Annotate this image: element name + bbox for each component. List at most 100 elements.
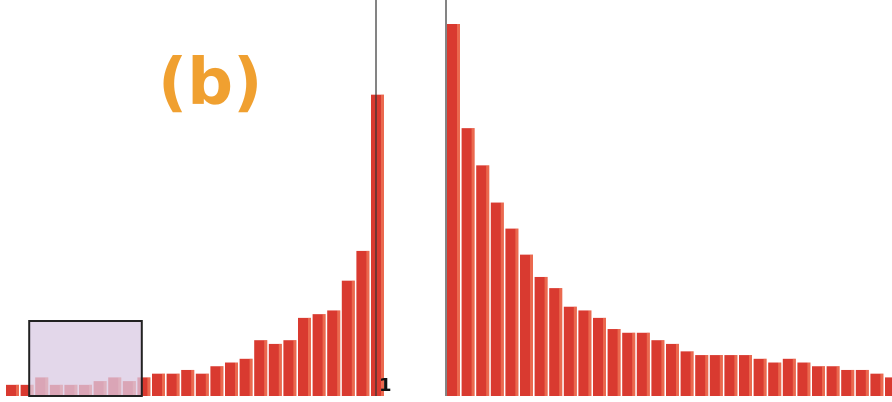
- bar-right-19-fill: [709, 355, 723, 396]
- bar-right-9-fill: [563, 306, 577, 396]
- bar-left-19: [268, 343, 282, 396]
- bar-left-18-fill: [254, 340, 268, 396]
- bar-right-18-shade: [705, 355, 709, 396]
- bar-left-23: [327, 310, 341, 396]
- bar-right-2: [461, 128, 475, 396]
- bar-left-1: [6, 384, 19, 396]
- bar-right-25-shade: [807, 362, 811, 396]
- bar-right-7-fill: [534, 276, 548, 396]
- bar-left-25-fill: [356, 250, 370, 396]
- bar-left-20-fill: [283, 340, 297, 396]
- bar-right-3-shade: [486, 165, 490, 396]
- bar-right-29-fill: [855, 369, 869, 396]
- bar-right-18-fill: [695, 355, 709, 396]
- bar-left-20-shade: [293, 340, 297, 396]
- bar-right-22-fill: [753, 358, 767, 396]
- bar-right-17: [680, 351, 694, 396]
- bar-right-10: [578, 310, 592, 396]
- bar-right-14-fill: [636, 332, 650, 396]
- bar-left-15-fill: [210, 366, 224, 396]
- bar-left-16: [225, 362, 238, 396]
- bar-right-27: [826, 366, 840, 396]
- bar-right-28-shade: [851, 369, 855, 396]
- bar-right-27-fill: [826, 366, 840, 396]
- bar-right-23-fill: [768, 362, 782, 396]
- bar-left-11-shade: [162, 373, 165, 396]
- bar-left-19-fill: [268, 343, 282, 396]
- bar-right-25: [797, 362, 811, 396]
- bar-left-22-fill: [312, 314, 326, 396]
- bar-left-22-shade: [322, 314, 326, 396]
- bar-left-19-shade: [278, 343, 282, 396]
- bar-right-29: [855, 369, 869, 396]
- bar-right-3-fill: [476, 165, 490, 396]
- bar-right-20: [724, 355, 738, 396]
- bar-right-12-shade: [617, 329, 621, 396]
- bar-right-27-shade: [836, 366, 840, 396]
- bar-right-12: [607, 329, 621, 396]
- panel-label: (b): [158, 46, 262, 120]
- bar-left-17: [239, 358, 253, 396]
- bar-left-12-shade: [176, 373, 180, 396]
- bar-left-24-shade: [351, 280, 355, 396]
- bar-left-26: [371, 94, 384, 397]
- bar-left-17-fill: [239, 358, 253, 396]
- bar-left-18: [254, 340, 268, 396]
- bar-left-13: [181, 369, 195, 396]
- bar-left-21-shade: [308, 317, 311, 396]
- bar-left-15-shade: [220, 366, 224, 396]
- bar-right-30-shade: [880, 373, 884, 396]
- bar-left-25-shade: [366, 250, 370, 396]
- bar-right-21-shade: [749, 355, 752, 396]
- bar-left-10-shade: [147, 377, 151, 396]
- bar-right-16-shade: [676, 343, 679, 396]
- bar-right-30: [870, 373, 884, 396]
- bar-right-22: [753, 358, 767, 396]
- bar-right-17-shade: [690, 351, 694, 396]
- bar-right-19-shade: [719, 355, 723, 396]
- bar-right-21: [739, 355, 752, 396]
- bar-left-26-fill: [371, 94, 384, 397]
- bar-left-24-fill: [341, 280, 355, 396]
- bar-right-7: [534, 276, 548, 396]
- bar-right-22-shade: [763, 358, 767, 396]
- right-bars: [447, 24, 892, 396]
- bar-right-26-fill: [812, 366, 825, 396]
- bar-right-28-fill: [841, 369, 855, 396]
- bar-right-2-fill: [461, 128, 475, 396]
- bar-right-31-fill: [885, 377, 892, 396]
- bar-left-11-fill: [152, 373, 165, 396]
- bar-right-8: [549, 288, 563, 396]
- bar-right-2-shade: [471, 128, 475, 396]
- center-tick-label: 1: [379, 375, 392, 396]
- bar-right-18: [695, 355, 709, 396]
- bar-left-1-fill: [6, 384, 19, 396]
- bar-right-5: [505, 228, 519, 396]
- bar-left-21: [298, 317, 311, 396]
- bar-left-14-fill: [195, 373, 209, 396]
- bar-left-2-fill: [20, 384, 34, 396]
- bar-left-22: [312, 314, 326, 396]
- bar-right-13: [622, 332, 636, 396]
- bar-right-23: [768, 362, 782, 396]
- bar-left-16-shade: [235, 362, 238, 396]
- bar-left-12-fill: [166, 373, 180, 396]
- bar-right-1-shade: [457, 24, 460, 396]
- bar-right-12-fill: [607, 329, 621, 396]
- bar-left-15: [210, 366, 224, 396]
- bar-right-15-fill: [651, 340, 665, 396]
- bar-right-26: [812, 366, 825, 396]
- bar-right-13-shade: [632, 332, 636, 396]
- bar-right-28: [841, 369, 855, 396]
- bar-right-11-shade: [603, 317, 606, 396]
- bar-left-20: [283, 340, 297, 396]
- bar-left-11: [152, 373, 165, 396]
- bar-right-9: [563, 306, 577, 396]
- bar-right-11: [593, 317, 606, 396]
- bar-left-21-fill: [298, 317, 311, 396]
- bar-left-13-shade: [191, 369, 195, 396]
- bar-right-6: [520, 254, 533, 396]
- bar-right-3: [476, 165, 490, 396]
- bar-right-20-fill: [724, 355, 738, 396]
- bar-right-24-shade: [792, 358, 796, 396]
